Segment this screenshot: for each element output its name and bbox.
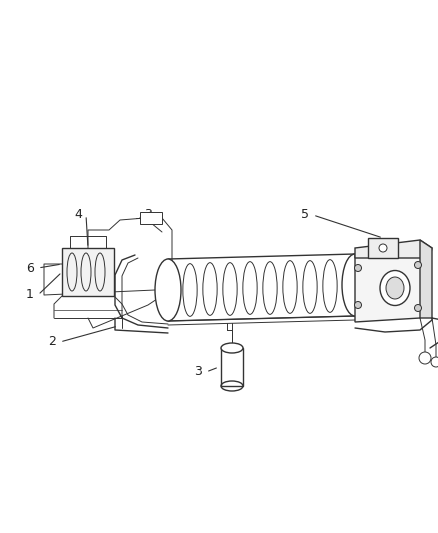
Ellipse shape — [354, 264, 360, 271]
Text: 4: 4 — [74, 208, 82, 222]
Text: 2: 2 — [48, 335, 56, 349]
Bar — [367, 238, 397, 258]
Ellipse shape — [418, 352, 430, 364]
Ellipse shape — [354, 302, 360, 309]
Ellipse shape — [341, 254, 367, 316]
Polygon shape — [354, 240, 431, 258]
Text: 1: 1 — [26, 288, 34, 302]
Bar — [140, 212, 162, 224]
Bar — [62, 248, 114, 296]
Bar — [220, 348, 243, 386]
Ellipse shape — [385, 277, 403, 299]
Ellipse shape — [413, 304, 420, 311]
Ellipse shape — [155, 259, 180, 321]
Text: 5: 5 — [300, 208, 308, 222]
Ellipse shape — [430, 357, 438, 367]
Ellipse shape — [220, 343, 243, 353]
Text: 3: 3 — [194, 366, 201, 378]
Polygon shape — [419, 240, 431, 318]
Polygon shape — [354, 248, 429, 322]
Text: 3: 3 — [144, 208, 152, 222]
Ellipse shape — [378, 244, 386, 252]
Text: 6: 6 — [26, 262, 34, 274]
Ellipse shape — [413, 262, 420, 269]
Ellipse shape — [379, 271, 409, 305]
